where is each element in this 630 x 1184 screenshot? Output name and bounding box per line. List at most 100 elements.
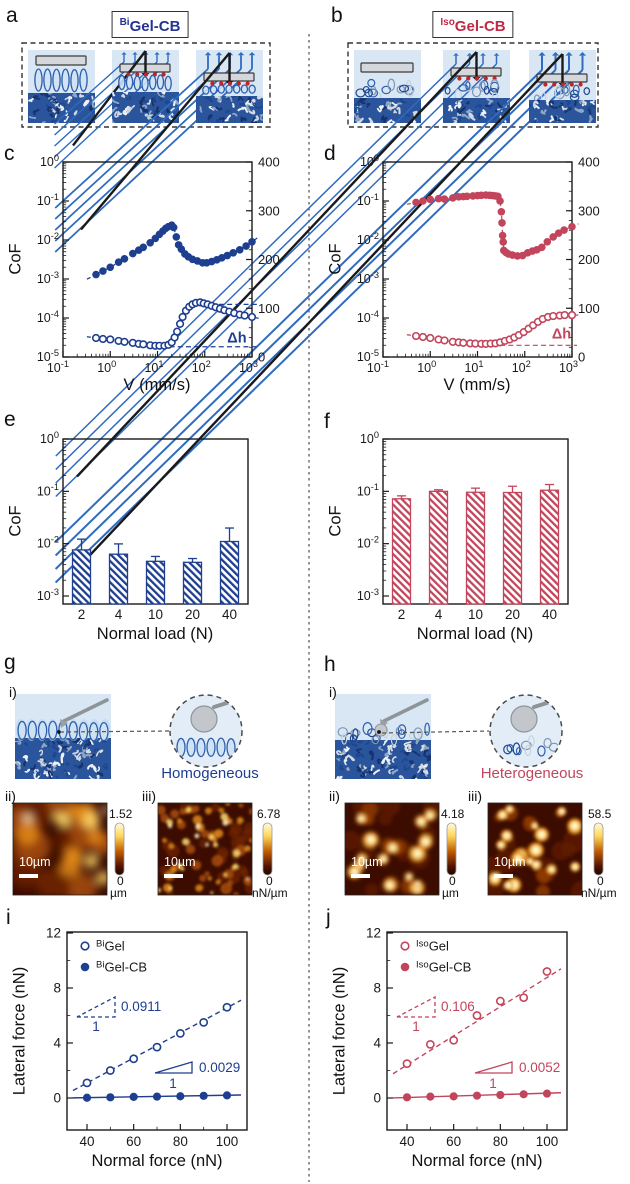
- y-tick-label: 0: [373, 1091, 381, 1106]
- h-sub-ii-label: ii): [329, 788, 340, 804]
- x-tick-label: 100: [97, 359, 116, 375]
- data-point-filled: [82, 1093, 92, 1102]
- right-tick-label: 100: [258, 301, 280, 316]
- panel-letter-b: b: [331, 4, 343, 27]
- y-tick-label: 10-1: [37, 192, 59, 208]
- brush-loop: [133, 75, 142, 91]
- h-afm-stiffness-image: [487, 802, 583, 896]
- x-tick-label: 103: [559, 359, 578, 375]
- x-tick-label: 80: [493, 1134, 508, 1149]
- data-point-filled: [568, 222, 576, 231]
- panel-h-schematic: [335, 694, 490, 779]
- up-arrow-icon: [466, 53, 473, 56]
- x-category-label: 4: [435, 607, 443, 622]
- data-point-filled: [242, 242, 250, 250]
- up-arrow-icon: [165, 52, 171, 55]
- polymer-curl: [398, 84, 410, 93]
- y-tick-label: 12: [366, 926, 381, 941]
- brush-loop: [232, 84, 241, 94]
- data-point-filled: [496, 1090, 505, 1100]
- up-arrow-icon: [154, 52, 160, 55]
- y-tick-label: 10-2: [357, 231, 379, 247]
- data-point-open: [98, 334, 108, 344]
- brush-loop: [156, 74, 165, 90]
- panel-a-schematics: [21, 42, 271, 253]
- brush-loop: [61, 68, 70, 92]
- data-point-filled: [549, 233, 557, 241]
- brush-loop: [206, 737, 216, 757]
- data-point-open: [222, 1002, 232, 1012]
- slope-triangle: [154, 1061, 193, 1074]
- data-point-open: [400, 941, 410, 951]
- x-tick-label: 101: [464, 359, 483, 375]
- data-point-open: [459, 338, 468, 347]
- adhesive-dot: [543, 82, 548, 87]
- g-ii-scalebar: [19, 874, 38, 878]
- brush-loop: [216, 737, 226, 757]
- y-tick-label: 10-2: [357, 534, 379, 550]
- brush-loop: [186, 737, 196, 757]
- brush-loop: [141, 76, 149, 92]
- polymer-curl: [362, 722, 373, 736]
- probe-sphere: [510, 705, 538, 733]
- brush-loop: [164, 75, 172, 92]
- data-point-filled: [560, 226, 568, 234]
- data-point-open: [449, 1035, 459, 1045]
- title-b-sup: Iso: [440, 17, 455, 28]
- probe-contact-dot: [377, 730, 381, 734]
- polymer-curl: [471, 86, 482, 98]
- polymer-curl: [483, 85, 490, 95]
- h-height-colorbar: [446, 822, 457, 876]
- x-tick-label: 101: [144, 359, 163, 375]
- g-stiff-cb-min: 0: [266, 874, 273, 888]
- data-point-open: [139, 340, 148, 349]
- x-tick-label: 60: [126, 1134, 141, 1149]
- data-point-filled: [229, 248, 237, 257]
- slope-label: 0.0052: [519, 1060, 560, 1075]
- y-tick-label: 10-2: [37, 534, 59, 550]
- polymer-curl: [506, 743, 514, 753]
- y-tick-label: 10-4: [357, 309, 379, 325]
- polymer-curl: [407, 89, 414, 97]
- polymer-network: [112, 92, 179, 123]
- data-point-open: [105, 1066, 115, 1075]
- heterogeneous-label: Heterogeneous: [480, 765, 584, 782]
- x-category-label: 2: [398, 607, 406, 622]
- h-height-cb-unit: µm: [442, 886, 459, 900]
- e-ylabel: CoF: [6, 505, 25, 537]
- data-point-filled: [172, 233, 181, 241]
- colorbar: [593, 822, 604, 876]
- brush-loop: [118, 74, 126, 91]
- polymer-network: [15, 738, 111, 779]
- data-point-open: [426, 333, 435, 343]
- polymer-curl: [424, 722, 430, 736]
- data-point-filled: [222, 1091, 232, 1100]
- data-point-filled: [472, 1091, 482, 1100]
- chart-panel-i: 40 60 80 100 0 4 8 12 0.0911 1 BiGel 0.0029 1 BiGel-C…: [46, 926, 248, 1149]
- title-isogel-cb: IsoGel-CB: [432, 11, 514, 38]
- polymer-curl: [368, 88, 379, 98]
- brush-loop: [225, 84, 233, 94]
- bar: [502, 491, 523, 605]
- x-tick-label: 100: [216, 1134, 239, 1149]
- x-category-label: 10: [148, 607, 163, 622]
- data-point-filled: [519, 1090, 528, 1099]
- h-stiff-cb-min: 0: [597, 874, 604, 888]
- adhesive-dot: [466, 76, 471, 81]
- h-sub-iii-label: iii): [468, 788, 482, 804]
- chart-panel-j: 40 60 80 100 0 4 8 12 0.106 1 IsoGel 0.0052 1 IsoGel-…: [366, 926, 568, 1149]
- chart-panel-f: 100 10-1 10-2 10-3 2 4 10 20 40: [357, 430, 569, 622]
- data-point-filled: [499, 238, 508, 246]
- y-tick-label: 100: [40, 153, 59, 169]
- brush-loop: [70, 69, 79, 93]
- data-point-filled: [152, 1092, 162, 1101]
- y-tick-label: 10-2: [37, 231, 59, 247]
- y-tick-label: 10-1: [37, 482, 59, 498]
- y-tick-label: 10-1: [357, 192, 379, 208]
- y-tick-label: 10-3: [357, 587, 379, 603]
- data-point-filled: [129, 1092, 138, 1102]
- data-point-open: [120, 337, 129, 346]
- y-tick-label: 100: [360, 153, 379, 169]
- y-tick-label: 4: [53, 1036, 61, 1051]
